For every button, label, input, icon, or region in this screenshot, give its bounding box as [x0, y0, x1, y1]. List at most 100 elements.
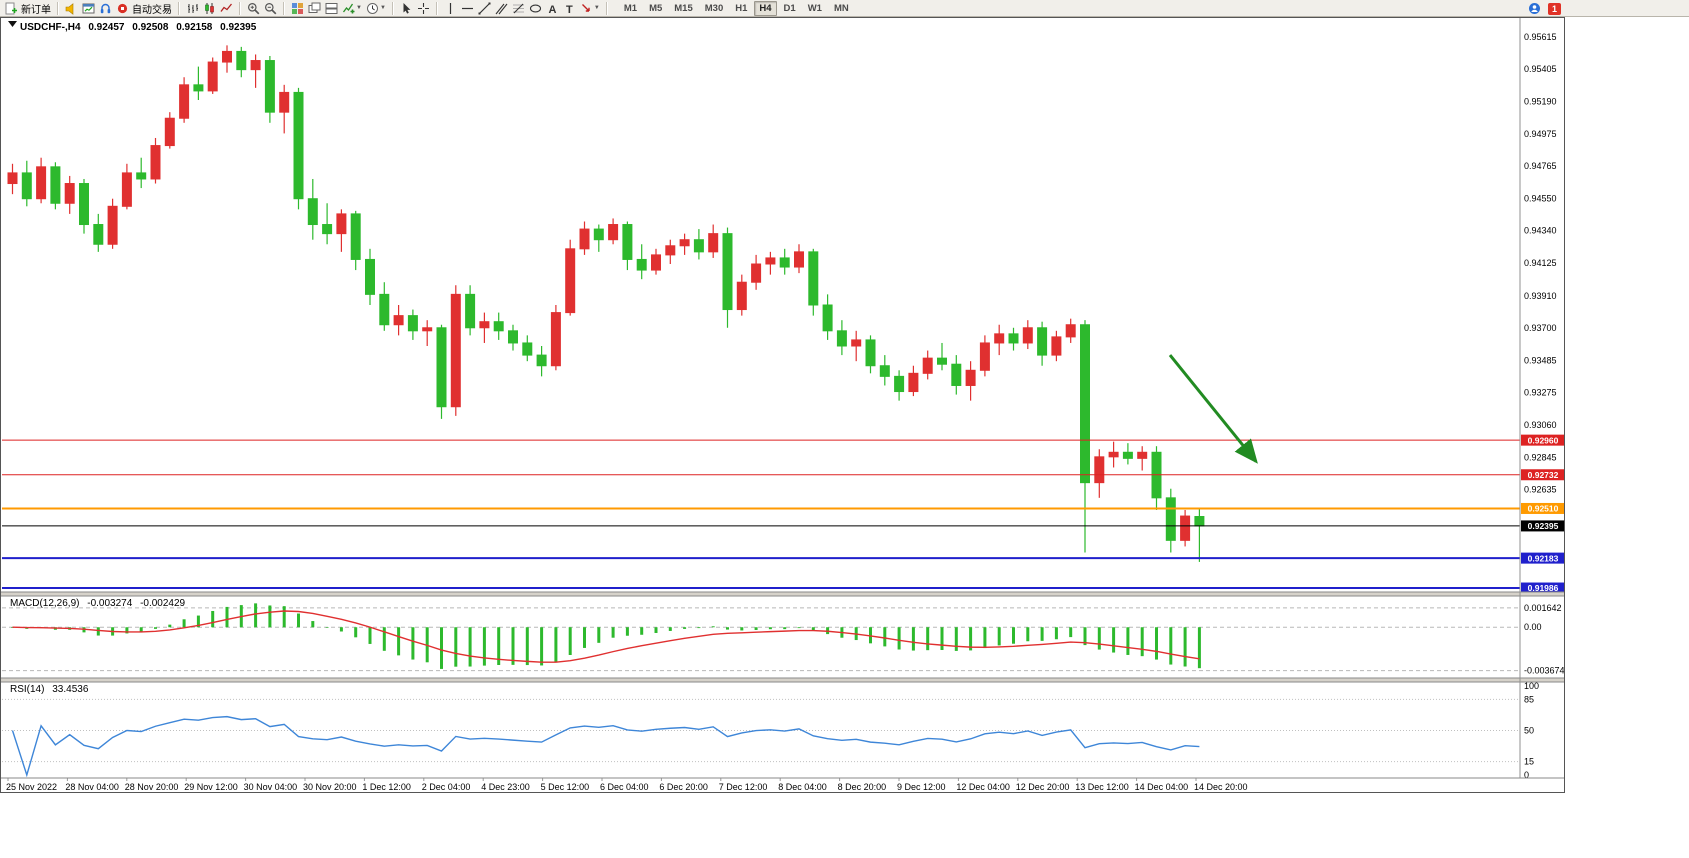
candle	[436, 327, 447, 408]
crosshair-button[interactable]	[415, 1, 432, 16]
separator	[391, 1, 394, 15]
panel-divider[interactable]	[0, 592, 1565, 596]
candle	[450, 293, 461, 408]
trend-arrow-annotation[interactable]	[1168, 354, 1258, 464]
chart-line-button[interactable]	[218, 1, 235, 16]
chart-bars-button[interactable]	[184, 1, 201, 16]
macd-histogram-bar	[969, 627, 973, 651]
arrows-button[interactable]: ▼	[578, 1, 602, 16]
notification-badge[interactable]: 1	[1547, 2, 1561, 15]
timeframe-w1-button[interactable]: W1	[807, 2, 822, 14]
candle	[407, 315, 418, 332]
rsi-axis-label: 15	[1524, 757, 1534, 767]
tile-windows-button[interactable]	[289, 1, 306, 16]
candle	[865, 339, 876, 367]
vertical-line-button[interactable]	[442, 1, 459, 16]
chart-candlesticks-button[interactable]	[201, 1, 218, 16]
trendline-button[interactable]	[476, 1, 493, 16]
community-icon	[1528, 2, 1541, 15]
timeframe-d1-button[interactable]: D1	[783, 2, 796, 14]
time-axis-label: 28 Nov 20:00	[125, 782, 179, 792]
timeframe-m15-button[interactable]: M15	[674, 2, 693, 14]
candlestick-chart-icon	[203, 2, 216, 15]
price-axis-label: 0.95615	[1524, 32, 1557, 42]
candle	[50, 166, 61, 204]
candle	[779, 257, 790, 268]
candle	[565, 248, 576, 314]
rsi-axis-label: 85	[1524, 694, 1534, 704]
community-button[interactable]	[1526, 1, 1543, 16]
candle	[465, 293, 476, 329]
timeframe-m1-button[interactable]: M1	[623, 2, 638, 14]
one-click-trading-toggle[interactable]	[8, 21, 17, 27]
macd-histogram-bar	[297, 613, 300, 628]
macd-histogram-bar	[768, 627, 772, 630]
zoom-out-button[interactable]	[262, 1, 279, 16]
candle	[1108, 451, 1119, 458]
indicators-button[interactable]: ▼	[340, 1, 364, 16]
chart-window[interactable]: 0.95615 0.95405 0.95190 0.94975 0.94765 0.945…	[0, 17, 1565, 793]
macd-histogram-bar	[797, 627, 801, 629]
price-axis-label: 0.94340	[1524, 226, 1557, 236]
headset-icon	[99, 2, 112, 15]
support-button[interactable]	[97, 1, 114, 16]
timeframe-m5-button[interactable]: M5	[649, 2, 663, 14]
cascade-windows-icon	[308, 2, 321, 15]
time-axis-label: 13 Dec 12:00	[1075, 782, 1129, 792]
time-axis-label: 6 Dec 04:00	[600, 782, 649, 792]
new-order-icon	[5, 2, 18, 15]
candle	[1094, 456, 1105, 484]
macd-histogram-bar	[1155, 627, 1158, 660]
macd-histogram-bar	[139, 627, 143, 633]
time-axis-label: 5 Dec 12:00	[541, 782, 590, 792]
cascade-windows-button[interactable]	[306, 1, 323, 16]
autotrade-button[interactable]: 自动交易	[114, 1, 174, 16]
candle	[250, 60, 261, 71]
new-order-button[interactable]: 新订单	[3, 1, 53, 16]
candle	[21, 172, 32, 200]
candle	[1194, 516, 1205, 527]
chart-canvas[interactable]: 0.95615 0.95405 0.95190 0.94975 0.94765 0.945…	[0, 17, 1565, 793]
timeframe-m30-button[interactable]: M30	[704, 2, 724, 14]
fibonacci-button[interactable]	[510, 1, 527, 16]
cursor-button[interactable]	[398, 1, 415, 16]
macd-histogram-bar	[568, 627, 572, 655]
macd-histogram-bar	[611, 627, 615, 638]
macd-histogram-bar	[954, 627, 958, 651]
price-axis-label: 0.95405	[1524, 64, 1557, 74]
horn-icon	[65, 2, 78, 15]
candle	[479, 321, 490, 329]
tile-horizontal-button[interactable]	[323, 1, 340, 16]
open-chart-button[interactable]	[80, 1, 97, 16]
panel-divider[interactable]	[0, 678, 1565, 682]
zoom-in-button[interactable]	[245, 1, 262, 16]
macd-histogram-bar	[397, 627, 401, 656]
time-axis-label: 7 Dec 12:00	[719, 782, 768, 792]
timeframe-group: M1 M5 M15 M30 H1 H4 D1 W1 MN	[618, 0, 855, 16]
macd-histogram-bar	[154, 627, 157, 629]
price-axis-label: 0.93910	[1524, 291, 1557, 301]
text-label-button[interactable]: T	[561, 1, 578, 16]
chart-open-value: 0.92457	[88, 22, 125, 33]
timeframe-mn-button[interactable]: MN	[833, 2, 849, 14]
text-button[interactable]: A	[544, 1, 561, 16]
macd-histogram-bar	[196, 615, 200, 628]
time-axis-label: 25 Nov 2022	[6, 782, 57, 792]
candle	[1080, 324, 1090, 484]
timeframe-h1-button[interactable]: H1	[735, 2, 748, 14]
macd-histogram-bar	[997, 627, 1001, 646]
candle	[708, 233, 719, 253]
channel-button[interactable]	[493, 1, 510, 16]
shapes-button[interactable]	[527, 1, 544, 16]
period-clock-button[interactable]: ▼	[364, 1, 388, 16]
macd-histogram-bar	[683, 627, 687, 629]
new-order-label: 新订单	[21, 4, 51, 16]
announcement-button[interactable]	[63, 1, 80, 16]
candle	[365, 258, 375, 295]
horizontal-line-button[interactable]	[459, 1, 476, 16]
channel-icon	[495, 2, 508, 15]
candle	[236, 50, 247, 71]
timeframe-h4-button[interactable]: H4	[754, 0, 777, 16]
arrow-object-icon	[580, 2, 593, 15]
price-tag	[1521, 469, 1565, 481]
